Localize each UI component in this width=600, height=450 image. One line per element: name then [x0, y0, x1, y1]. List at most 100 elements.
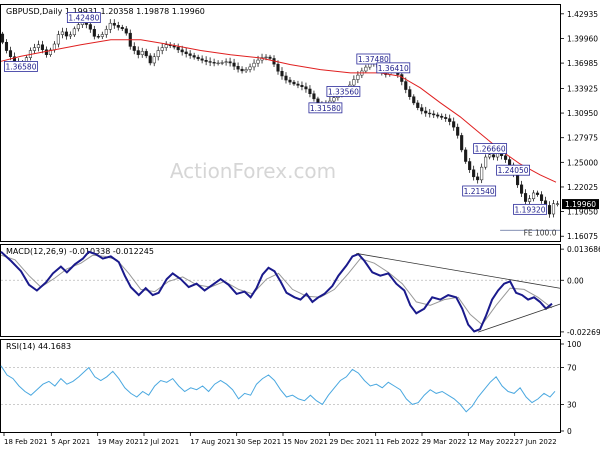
- price-candle: [284, 72, 288, 84]
- price-candle: [432, 110, 436, 119]
- price-candle: [280, 67, 284, 80]
- price-annotation: 1.42480: [66, 12, 101, 23]
- svg-text:1.21540: 1.21540: [464, 187, 495, 196]
- price-annotation: 1.19320: [513, 203, 547, 215]
- svg-text:1.31580: 1.31580: [310, 104, 341, 113]
- price-candle: [52, 41, 56, 53]
- price-candle: [452, 117, 456, 131]
- price-candle: [176, 43, 180, 53]
- price-candle: [72, 26, 76, 37]
- price-candle: [100, 31, 104, 40]
- price-candle: [440, 113, 444, 120]
- x-tick-label: 19 May 2021: [98, 438, 144, 446]
- price-panel-frame: [0, 4, 561, 242]
- price-candle: [547, 201, 552, 218]
- price-candle: [555, 200, 560, 207]
- price-candle: [408, 86, 412, 100]
- svg-text:1.33560: 1.33560: [328, 87, 359, 96]
- price-candle: [312, 90, 316, 102]
- rsi-panel-frame: [0, 339, 561, 433]
- price-candle: [236, 62, 240, 73]
- price-candle: [444, 113, 448, 122]
- price-candle: [412, 94, 416, 106]
- price-candle: [416, 100, 420, 111]
- y-tick-label: 0.00: [567, 276, 584, 285]
- price-annotation: 1.33560: [326, 86, 361, 97]
- price-candle: [152, 53, 156, 67]
- price-candle: [528, 195, 532, 205]
- price-candle: [208, 57, 212, 67]
- price-candle: [484, 154, 488, 170]
- price-candle: [551, 199, 556, 218]
- price-candle: [104, 25, 108, 38]
- price-candle: [64, 27, 68, 40]
- price-candle: [148, 53, 152, 66]
- price-candle: [96, 33, 100, 39]
- svg-text:1.36580: 1.36580: [5, 62, 36, 71]
- macd-signal-line: [0, 254, 553, 326]
- price-candle: [164, 41, 168, 51]
- price-candle: [48, 47, 52, 57]
- x-tick-label: 30 Sep 2021: [237, 438, 281, 446]
- price-candle: [124, 26, 128, 36]
- price-annotation: 1.26660: [473, 143, 508, 154]
- price-candle: [436, 112, 440, 119]
- price-candle: [212, 58, 216, 67]
- price-annotation: FE 100.0: [524, 229, 557, 238]
- price-candle: [288, 77, 292, 85]
- price-candle: [76, 21, 80, 32]
- price-annotation: 1.21540: [462, 185, 497, 197]
- price-annotation: 1.36410: [376, 62, 411, 74]
- y-tick-label: 0.013686: [567, 245, 600, 254]
- y-tick-label: -0.022698: [567, 328, 600, 337]
- price-candle: [132, 42, 136, 55]
- price-candle: [68, 31, 72, 40]
- svg-text:FE 100.0: FE 100.0: [524, 229, 557, 238]
- price-ma-line: [0, 39, 557, 183]
- x-tick-label: 17 Aug 2021: [190, 438, 235, 446]
- price-candle: [240, 66, 244, 74]
- price-candle: [480, 163, 484, 184]
- price-candle: [4, 39, 9, 54]
- macd-panel-frame: [0, 244, 561, 337]
- price-candle: [192, 52, 196, 60]
- x-tick-label: 15 Nov 2021: [283, 438, 328, 446]
- x-tick-label: 18 Feb 2021: [4, 438, 48, 446]
- price-candle: [304, 82, 308, 93]
- price-candle: [112, 19, 116, 29]
- price-candle: [539, 191, 544, 204]
- chart-watermark: ActionForex.com: [170, 159, 336, 183]
- svg-text:1.24050: 1.24050: [498, 166, 529, 175]
- price-candle: [428, 109, 432, 118]
- price-candle: [531, 190, 536, 202]
- price-candle: [424, 106, 428, 117]
- y-tick-label: 1.39960: [567, 34, 598, 43]
- price-candle: [120, 24, 124, 32]
- price-candle: [268, 54, 272, 61]
- price-candle: [224, 58, 228, 66]
- price-candle: [296, 80, 300, 89]
- price-candle: [184, 47, 188, 58]
- price-candle: [56, 30, 60, 48]
- price-candle: [92, 25, 96, 40]
- price-candle: [44, 46, 48, 58]
- price-annotation: 1.36580: [4, 61, 38, 72]
- price-candle: [244, 67, 248, 73]
- price-candle: [156, 46, 160, 61]
- price-candle: [464, 147, 468, 164]
- price-candle: [520, 180, 524, 197]
- current-price-marker: [562, 199, 599, 210]
- x-tick-label: 5 Apr 2021: [51, 438, 90, 446]
- y-tick-label: 0: [567, 427, 572, 436]
- y-tick-label: 1.19050: [567, 208, 598, 217]
- y-tick-label: 1.30950: [567, 109, 598, 118]
- price-candle: [136, 46, 140, 59]
- price-candle: [116, 21, 120, 31]
- rsi-layer: [0, 365, 560, 413]
- price-title: GBPUSD,Daily 1.19931 1.20358 1.19878 1.1…: [6, 7, 205, 16]
- y-tick-label: 1.33925: [567, 84, 598, 93]
- price-annotation: 1.31580: [308, 102, 343, 114]
- price-candle: [160, 43, 164, 55]
- macd-layer: [0, 250, 561, 333]
